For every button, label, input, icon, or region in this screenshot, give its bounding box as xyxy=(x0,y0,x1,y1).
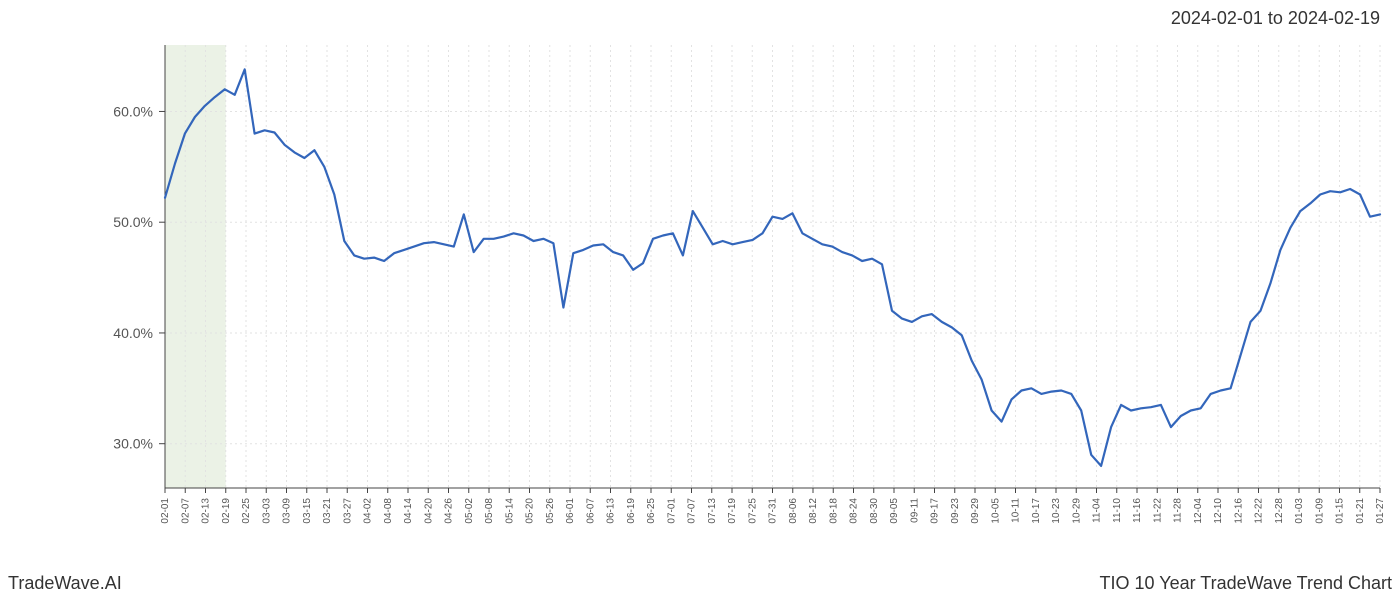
x-tick-label: 06-25 xyxy=(646,498,657,524)
x-tick-label: 11-28 xyxy=(1173,498,1184,523)
x-tick-label: 12-28 xyxy=(1274,498,1285,524)
x-tick-label: 11-22 xyxy=(1152,498,1163,523)
y-tick-label: 50.0% xyxy=(113,214,153,230)
x-tick-label: 02-13 xyxy=(201,498,212,524)
trend-chart: 30.0% 40.0% 50.0% 60.0% 02-01 02-07 02-13 02-19… xyxy=(0,0,1400,600)
x-tick-label: 09-05 xyxy=(889,498,900,524)
x-tick-label: 10-11 xyxy=(1011,498,1022,523)
x-tick-label: 03-21 xyxy=(322,498,333,524)
x-tick-label: 10-05 xyxy=(990,498,1001,524)
x-tick-label: 12-04 xyxy=(1193,498,1204,524)
x-tick-label: 04-20 xyxy=(423,498,434,524)
x-tick-label: 03-09 xyxy=(282,498,293,524)
x-tick-label: 07-01 xyxy=(666,498,677,524)
date-range-label: 2024-02-01 to 2024-02-19 xyxy=(1171,8,1380,29)
y-tick-label: 40.0% xyxy=(113,325,153,341)
x-tick-label: 10-29 xyxy=(1071,498,1082,524)
x-tick-label: 02-25 xyxy=(241,498,252,524)
x-tick-label: 06-13 xyxy=(606,498,617,524)
x-tick-label: 05-02 xyxy=(464,498,475,524)
x-tick-label: 08-18 xyxy=(828,498,839,524)
x-tick-label: 09-23 xyxy=(950,498,961,524)
x-tick-label: 08-06 xyxy=(788,498,799,524)
x-tick-label: 04-26 xyxy=(444,498,455,524)
x-tick-label: 06-07 xyxy=(585,498,596,524)
x-tick-label: 04-02 xyxy=(363,498,374,524)
x-tick-label: 04-08 xyxy=(383,498,394,524)
x-tick-label: 02-19 xyxy=(221,498,232,524)
x-tick-label: 07-19 xyxy=(727,498,738,524)
x-tick-label: 07-25 xyxy=(747,498,758,524)
y-tick-label: 60.0% xyxy=(113,103,153,119)
x-tick-label: 07-13 xyxy=(707,498,718,524)
x-tick-label: 06-19 xyxy=(626,498,637,524)
x-tick-label: 02-01 xyxy=(160,498,171,524)
x-tick-label: 01-27 xyxy=(1375,498,1386,524)
x-tick-label: 01-21 xyxy=(1355,498,1366,524)
chart-container: 2024-02-01 to 2024-02-19 30.0% 40.0% 50.0%… xyxy=(0,0,1400,600)
x-tick-label: 03-27 xyxy=(342,498,353,524)
x-tick-label: 04-14 xyxy=(403,498,414,524)
x-tick-label: 07-07 xyxy=(687,498,698,524)
x-tick-label: 01-15 xyxy=(1335,498,1346,524)
x-tick-label: 10-17 xyxy=(1031,498,1042,524)
x-tick-label: 05-14 xyxy=(504,498,515,524)
x-tick-label: 12-16 xyxy=(1233,498,1244,524)
x-tick-label: 10-23 xyxy=(1051,498,1062,524)
x-tick-label: 12-10 xyxy=(1213,498,1224,524)
x-tick-label: 01-09 xyxy=(1314,498,1325,524)
x-tick-label: 08-12 xyxy=(808,498,819,524)
x-tick-label: 08-24 xyxy=(849,498,860,524)
y-tick-label: 30.0% xyxy=(113,436,153,452)
x-tick-label: 08-30 xyxy=(869,498,880,524)
x-tick-label: 09-11 xyxy=(909,498,920,523)
x-tick-label: 11-10 xyxy=(1112,498,1123,523)
x-tick-label: 03-03 xyxy=(261,498,272,524)
x-tick-label: 09-17 xyxy=(930,498,941,524)
x-tick-label: 11-04 xyxy=(1092,498,1103,523)
x-tick-label: 06-01 xyxy=(565,498,576,524)
x-tick-label: 11-16 xyxy=(1132,498,1143,523)
footer-title: TIO 10 Year TradeWave Trend Chart xyxy=(1100,573,1392,594)
x-tick-label: 05-08 xyxy=(484,498,495,524)
x-tick-label: 05-20 xyxy=(525,498,536,524)
x-tick-label: 05-26 xyxy=(545,498,556,524)
footer-brand: TradeWave.AI xyxy=(8,573,122,594)
x-tick-label: 02-07 xyxy=(180,498,191,524)
x-tick-label: 03-15 xyxy=(302,498,313,524)
x-tick-label: 12-22 xyxy=(1254,498,1265,524)
x-tick-label: 01-03 xyxy=(1294,498,1305,524)
x-tick-label: 09-29 xyxy=(970,498,981,524)
x-tick-label: 07-31 xyxy=(768,498,779,524)
